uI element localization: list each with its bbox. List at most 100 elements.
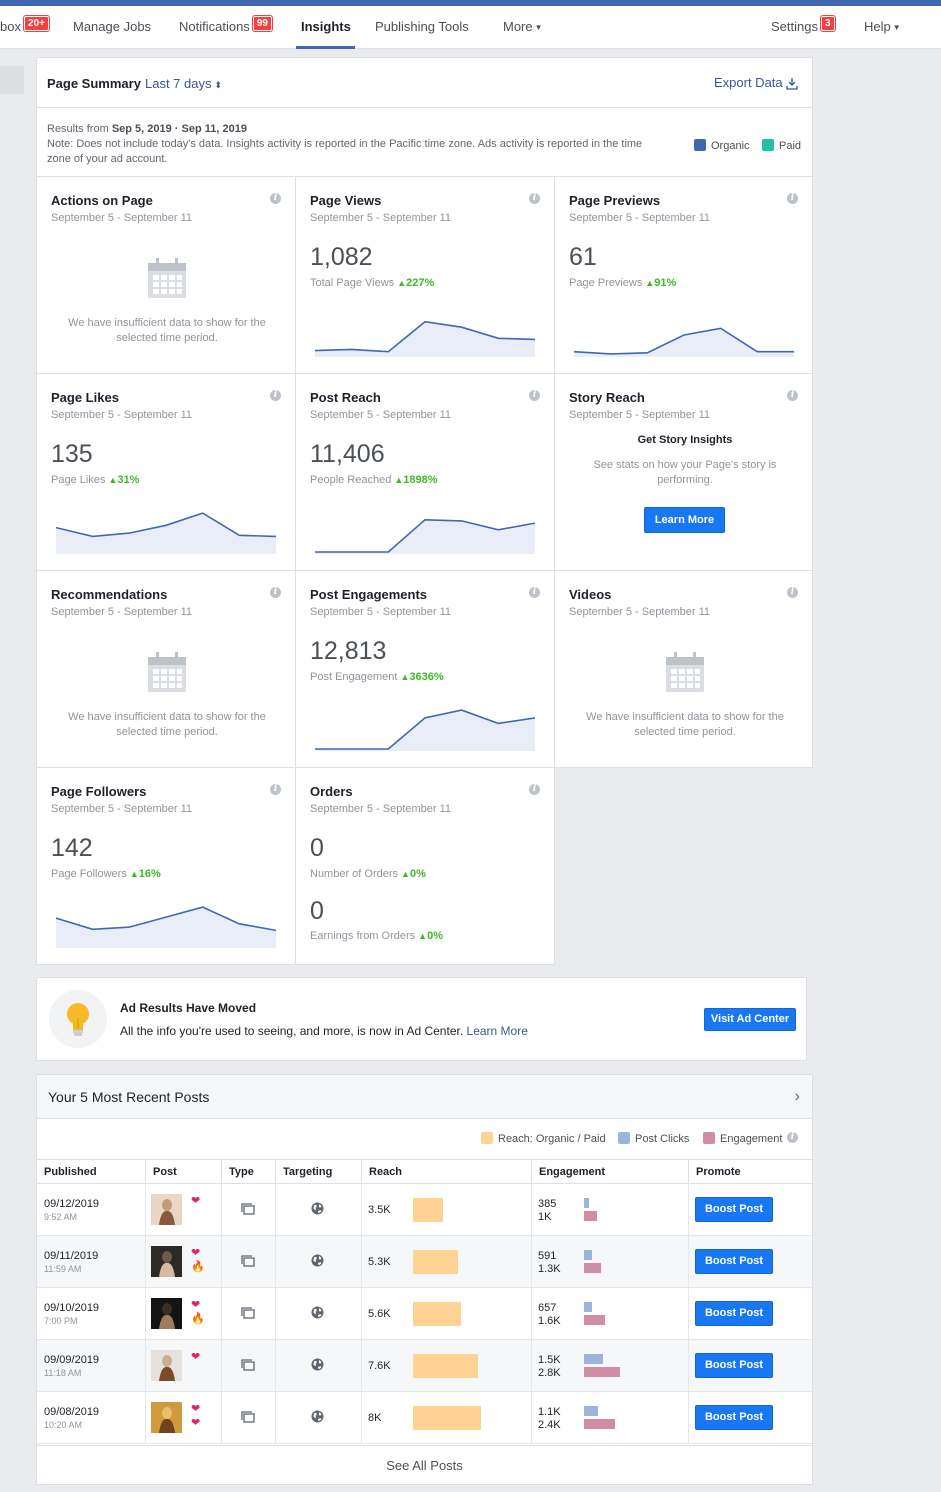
visit-ad-center-button[interactable]: Visit Ad Center (704, 1008, 796, 1031)
insufficient-data-message: We have insufficient data to show for th… (68, 317, 266, 344)
info-icon[interactable]: i (787, 587, 798, 598)
metric-change: ▲0% (418, 930, 443, 942)
col-published[interactable]: Published (44, 1166, 97, 1178)
card-actions-on-page[interactable]: Actions on Page September 5 - September … (36, 176, 296, 374)
metric-change: ▲3636% (400, 671, 443, 683)
up-triangle-icon: ▲ (394, 475, 404, 485)
reach-bar (413, 1302, 461, 1326)
column-divider (145, 1392, 146, 1444)
chevron-right-icon[interactable]: › (794, 1088, 800, 1105)
table-row[interactable]: 09/08/2019 10:20 AM ❤ ❤ 8K 1.1K 2.4K Boos… (37, 1392, 812, 1444)
export-data-link[interactable]: Export Data (714, 75, 798, 90)
post-thumbnail[interactable] (151, 1350, 182, 1381)
column-divider (221, 1288, 222, 1340)
card-recommendations[interactable]: Recommendations September 5 - September … (36, 570, 296, 768)
post-clicks-bar (584, 1250, 592, 1260)
column-divider (145, 1288, 146, 1340)
info-icon[interactable]: i (529, 587, 540, 598)
boost-post-button[interactable]: Boost Post (695, 1353, 773, 1378)
col-promote[interactable]: Promote (688, 1160, 812, 1183)
table-row[interactable]: 09/12/2019 9:52 AM ❤ 3.5K 385 1K Boost P… (37, 1184, 812, 1236)
tab-more[interactable]: More ▼ (503, 6, 543, 49)
tab-more-label: More (503, 19, 533, 34)
tab-insights[interactable]: Insights (301, 19, 351, 34)
col-targeting[interactable]: Targeting (275, 1160, 361, 1183)
card-story-reach[interactable]: Story Reach September 5 - September 11 i… (554, 373, 813, 571)
info-icon[interactable]: i (787, 193, 798, 204)
metric-change: ▲1898% (394, 474, 437, 486)
boost-post-button[interactable]: Boost Post (695, 1197, 773, 1222)
sparkline-area (315, 710, 535, 751)
card-page-views[interactable]: Page Views September 5 - September 11 i … (295, 176, 555, 374)
col-type[interactable]: Type (221, 1160, 275, 1183)
card-title: Actions on Page (51, 193, 153, 208)
boost-post-button[interactable]: Boost Post (695, 1249, 773, 1274)
info-icon[interactable]: i (529, 390, 540, 401)
col-reach[interactable]: Reach (361, 1160, 531, 1183)
post-thumbnail[interactable] (151, 1402, 182, 1433)
info-icon[interactable]: i (270, 587, 281, 598)
info-icon[interactable]: i (529, 784, 540, 795)
recent-posts-header[interactable]: Your 5 Most Recent Posts › (37, 1075, 812, 1119)
card-page-followers[interactable]: Page Followers September 5 - September 1… (36, 767, 296, 965)
card-page-likes[interactable]: Page Likes September 5 - September 11 i … (36, 373, 296, 571)
table-row[interactable]: 09/10/2019 7:00 PM ❤ 🔥 5.6K 657 1.6K Boos… (37, 1288, 812, 1340)
boost-post-button[interactable]: Boost Post (695, 1301, 773, 1326)
post-thumbnail[interactable] (151, 1298, 182, 1329)
card-videos[interactable]: Videos September 5 - September 11 i We h… (554, 570, 813, 768)
card-orders[interactable]: Orders September 5 - September 11 i 0 Nu… (295, 767, 555, 965)
col-engagement[interactable]: Engagement (531, 1160, 688, 1183)
metric-label: People Reached ▲1898% (310, 474, 438, 486)
tab-notifications[interactable]: Notifications 99 (179, 6, 272, 49)
info-icon[interactable]: i (787, 1132, 798, 1143)
post-clicks-value: 1.5K (538, 1354, 561, 1366)
tab-settings[interactable]: Settings 3 (771, 6, 835, 49)
tab-inbox[interactable]: box 20+ (0, 6, 49, 49)
card-page-previews[interactable]: Page Previews September 5 - September 11… (554, 176, 813, 374)
tab-help[interactable]: Help ▼ (864, 6, 901, 49)
card-title: Post Engagements (310, 587, 428, 602)
column-divider (531, 1340, 532, 1392)
tab-manage-jobs[interactable]: Manage Jobs (73, 19, 152, 34)
metric-label-text: Number of Orders (310, 868, 399, 880)
caret-down-icon: ▼ (534, 23, 543, 32)
info-icon[interactable]: i (270, 784, 281, 795)
post-thumbnail[interactable] (151, 1246, 182, 1277)
ad-learn-more-link[interactable]: Learn More (466, 1024, 528, 1038)
card-date: September 5 - September 11 (310, 606, 452, 618)
card-post-engagements[interactable]: Post Engagements September 5 - September… (295, 570, 555, 768)
boost-post-button[interactable]: Boost Post (695, 1405, 773, 1430)
see-all-posts-link[interactable]: See All Posts (37, 1445, 812, 1485)
engagement-value: 1K (538, 1211, 552, 1223)
info-icon[interactable]: i (270, 390, 281, 401)
learn-more-button[interactable]: Learn More (644, 507, 725, 533)
info-icon[interactable]: i (529, 193, 540, 204)
table-row[interactable]: 09/09/2019 11:18 AM ❤ 7.6K 1.5K 2.8K Boo… (37, 1340, 812, 1392)
tab-publishing-tools[interactable]: Publishing Tools (375, 19, 469, 34)
metric-value: 12,813 (310, 637, 387, 665)
table-row[interactable]: 09/11/2019 11:59 AM ❤ 🔥 5.3K 591 1.3K Boo… (37, 1236, 812, 1288)
column-divider (361, 1340, 362, 1392)
info-icon[interactable]: i (270, 193, 281, 204)
orders-count-value: 0 (310, 834, 324, 862)
card-post-reach[interactable]: Post Reach September 5 - September 11 i … (295, 373, 555, 571)
reach-value: 5.3K (368, 1256, 391, 1268)
globe-icon (311, 1254, 324, 1267)
caret-down-icon: ▼ (892, 23, 901, 32)
date-range-select[interactable]: Last 7 days ⬍ (145, 76, 222, 91)
post-thumbnail[interactable] (151, 1194, 182, 1225)
engagement-swatch (703, 1132, 715, 1144)
post-date: 09/10/2019 (44, 1302, 100, 1314)
post-clicks-value: 657 (538, 1302, 557, 1314)
metric-change-value: 0% (427, 930, 443, 942)
column-divider (221, 1236, 222, 1288)
col-post[interactable]: Post (145, 1160, 221, 1183)
reach-value: 7.6K (368, 1360, 391, 1372)
top-accent-stripe (0, 0, 941, 6)
metric-label-text: Post Engagement (310, 671, 398, 683)
metric-value: 61 (569, 243, 597, 271)
info-icon[interactable]: i (787, 390, 798, 401)
post-clicks-bar (584, 1198, 589, 1208)
insufficient-data-message: We have insufficient data to show for th… (586, 711, 784, 738)
date-range-label: Last 7 days (145, 76, 212, 91)
